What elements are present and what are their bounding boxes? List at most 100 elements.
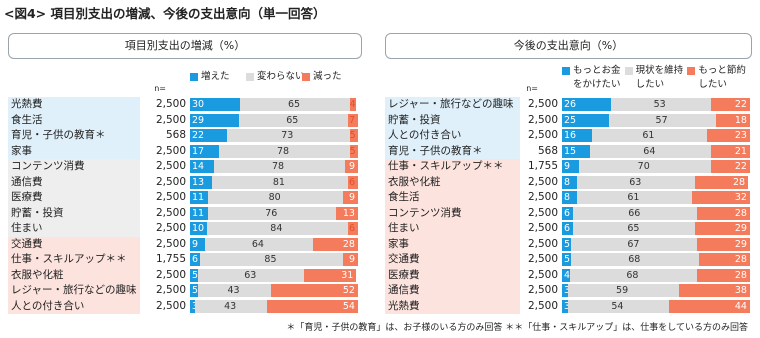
bar-segment (238, 113, 348, 127)
bar-segment (208, 206, 337, 220)
legend-label: もっと節約したい (698, 65, 746, 90)
value-label: 68 (628, 254, 641, 266)
n-value: 2,500 (527, 175, 558, 188)
bar-segment (571, 237, 698, 251)
row-label: 育児・子供の教育＊ (8, 128, 140, 144)
legend-swatch (624, 67, 633, 75)
n-label: n= (154, 84, 166, 93)
n-value: 568 (165, 129, 186, 141)
bar-segment (347, 113, 358, 127)
row-label: 医療費 (385, 267, 520, 283)
value-label: 29 (734, 223, 747, 235)
bar-segment (695, 175, 749, 189)
value-label: 53 (653, 99, 666, 111)
value-label: 63 (244, 269, 257, 281)
bar-segment (200, 253, 343, 267)
bar-segment (592, 129, 707, 143)
value-label: 84 (270, 223, 283, 235)
value-label: 54 (342, 300, 355, 312)
bar-segment (710, 160, 750, 174)
row-label: レジャー・旅行などの趣味 (385, 97, 520, 113)
bar-segment (312, 237, 358, 251)
row-label: コンテンツ消費 (385, 205, 520, 221)
n-value: 2,500 (155, 222, 186, 234)
bar-segment (240, 98, 350, 112)
value-label: 38 (734, 285, 747, 297)
value-label: 65 (287, 99, 301, 111)
value-label: 76 (265, 207, 278, 219)
value-label: 5 (192, 285, 199, 297)
value-label: 61 (642, 130, 655, 142)
bar-segment (190, 98, 241, 112)
bar-segment (678, 284, 750, 298)
value-label: 25 (564, 114, 577, 126)
value-label: 57 (655, 114, 668, 126)
bar-segment (195, 299, 268, 313)
bar-segment (190, 129, 227, 143)
value-label: 64 (251, 238, 264, 250)
value-label: 32 (734, 192, 747, 204)
value-label: 28 (734, 207, 747, 219)
value-label: 43 (224, 300, 237, 312)
bar-segment (198, 284, 271, 298)
bar-segment (699, 253, 750, 267)
value-label: 63 (629, 176, 642, 188)
bar-segment (562, 253, 572, 267)
bar-segment (567, 284, 679, 298)
value-label: 66 (628, 207, 641, 219)
value-label: 22 (192, 130, 205, 142)
value-label: 52 (342, 285, 355, 297)
bar-segment (562, 144, 591, 158)
value-label: 8 (564, 192, 571, 204)
bar-segment (562, 284, 568, 298)
row-label: 食生活 (385, 190, 520, 206)
value-label: 28 (734, 254, 747, 266)
n-value: 1,755 (155, 253, 186, 265)
panel-header: 今後の支出意向（%） (385, 33, 752, 59)
legend-swatch (302, 73, 310, 81)
row-label: 住まい (8, 221, 140, 237)
value-label: 31 (341, 269, 354, 281)
value-label: 3 (564, 300, 570, 313)
bar-segment (577, 191, 692, 205)
n-value: 2,500 (527, 299, 558, 312)
bar-segment (562, 113, 609, 127)
value-label: 9 (348, 161, 355, 173)
bar-segment (349, 129, 358, 143)
value-label: 80 (268, 192, 281, 204)
n-value: 2,500 (155, 160, 186, 172)
value-label: 85 (264, 254, 277, 266)
value-label: 81 (272, 176, 285, 188)
value-label: 9 (564, 161, 571, 173)
n-value: 2,500 (155, 299, 186, 312)
panel-header: 項目別支出の増減（%） (8, 33, 362, 59)
title: <図4> 項目別支出の増減、今後の支出意向（単一回答） (4, 6, 326, 21)
value-label: 73 (281, 130, 294, 142)
bar-segment (190, 113, 239, 127)
bar-segment (710, 98, 750, 112)
value-label: 30 (192, 99, 205, 111)
bar-segment (342, 191, 358, 205)
value-label: 43 (227, 285, 240, 297)
value-label: 6 (348, 223, 355, 235)
value-label: 68 (626, 269, 639, 281)
bar-segment (336, 206, 358, 220)
value-label: 10 (192, 223, 205, 235)
value-label: 13 (192, 176, 205, 188)
bar-segment (190, 191, 209, 205)
value-label: 11 (192, 192, 205, 204)
value-label: 11 (192, 207, 205, 219)
bar-segment (342, 253, 358, 267)
n-value: 2,500 (527, 129, 558, 141)
value-label: 14 (192, 161, 205, 173)
bar-segment (710, 144, 750, 158)
bar-segment (211, 175, 348, 189)
bar-segment (577, 175, 696, 189)
bar-segment (567, 299, 670, 313)
bar-segment (347, 175, 358, 189)
value-label: 8 (564, 176, 571, 188)
bar-segment (562, 268, 570, 282)
n-label: n= (526, 84, 538, 93)
row-label: レジャー・旅行などの趣味 (8, 283, 140, 299)
